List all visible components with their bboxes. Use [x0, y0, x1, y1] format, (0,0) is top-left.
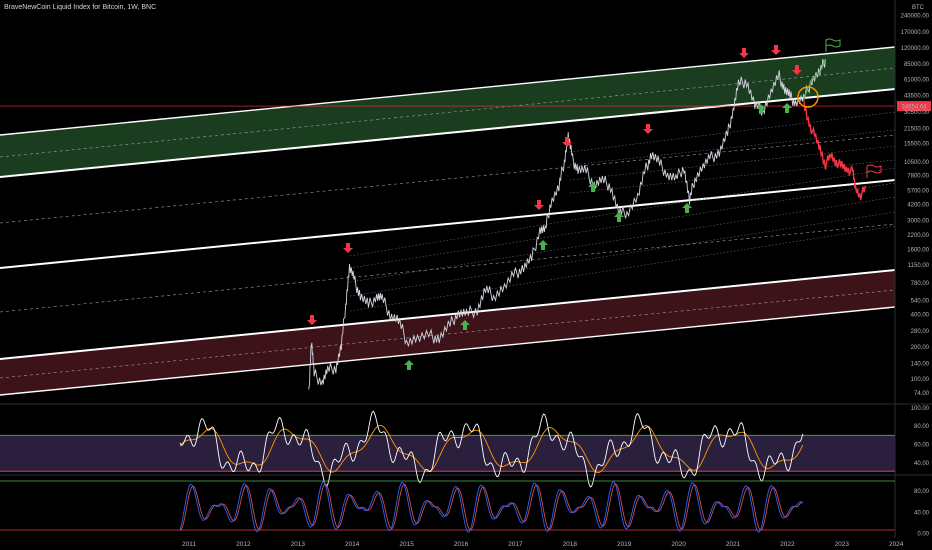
oscillator-2-tick: 0.00 [917, 531, 929, 537]
y-tick-label: 61000.00 [904, 78, 930, 84]
price-series [308, 58, 826, 390]
y-tick-label: 280.00 [911, 329, 930, 335]
oscillator-2-tick: 80.00 [914, 489, 930, 495]
y-tick-label: 7800.00 [907, 174, 929, 180]
y-tick-label: 200.00 [911, 345, 930, 351]
fan-line [349, 196, 896, 283]
up-arrow-icon [614, 212, 624, 222]
x-tick-label: 2013 [291, 541, 306, 548]
oscillator-1-tick: 80.00 [914, 424, 930, 430]
y-tick-label: 1600.00 [907, 248, 929, 254]
down-arrow-icon [771, 45, 781, 55]
down-arrow-icon [307, 315, 317, 325]
oscillator-2-k-line [179, 481, 804, 533]
fan-line [569, 159, 896, 194]
breakdown-circle [797, 86, 819, 108]
x-tick-label: 2012 [236, 541, 251, 548]
x-tick-label: 2014 [345, 541, 360, 548]
y-tick-label: 85000.00 [904, 62, 930, 68]
projection-series [803, 98, 866, 201]
channel-line-solid [0, 179, 896, 269]
y-tick-label: 540.00 [911, 298, 930, 304]
y-tick-label: 100.00 [911, 377, 930, 383]
fan-line [349, 211, 896, 297]
x-tick-label: 2021 [726, 541, 741, 548]
y-tick-label: 4200.00 [907, 203, 929, 209]
oscillator-1-tick: 40.00 [914, 461, 930, 467]
channel-line-solid [0, 46, 896, 136]
upper-band [0, 47, 895, 177]
oscillator-1-tick: 100.00 [911, 406, 930, 412]
x-tick-label: 2016 [454, 541, 469, 548]
y-tick-label: 15500.00 [904, 142, 930, 148]
x-tick-label: 2018 [563, 541, 578, 548]
y-tick-label: 140.00 [911, 361, 930, 367]
up-arrow-icon [756, 104, 766, 114]
x-tick-label: 2015 [399, 541, 414, 548]
chart-title: BraveNewCoin Liquid Index for Bitcoin, 1… [4, 4, 157, 11]
y-tick-label: 2200.00 [907, 233, 929, 239]
x-tick-label: 2022 [780, 541, 795, 548]
down-arrow-icon [739, 48, 749, 58]
x-tick-label: 2023 [835, 541, 850, 548]
currency-label: BTC [912, 5, 925, 11]
fan-line [349, 167, 896, 257]
y-tick-label: 400.00 [911, 312, 930, 318]
x-tick-label: 2024 [889, 541, 904, 548]
y-tick-label: 74.00 [914, 391, 930, 397]
y-tick-label: 240000.00 [901, 14, 930, 20]
up-arrow-icon [538, 240, 548, 250]
x-tick-label: 2020 [671, 541, 686, 548]
down-arrow-icon [534, 200, 544, 210]
y-tick-label: 10500.00 [904, 160, 930, 166]
current-price-label: 34654.64 [901, 105, 927, 111]
y-tick-label: 43500.00 [904, 93, 930, 99]
target-flag-icon [866, 164, 882, 178]
channel-line-solid [0, 88, 896, 178]
x-tick-label: 2019 [617, 541, 632, 548]
up-arrow-icon [782, 103, 792, 113]
down-arrow-icon [562, 137, 572, 147]
x-tick-label: 2017 [508, 541, 523, 548]
fan-line [569, 145, 896, 181]
y-tick-label: 170000.00 [901, 30, 930, 36]
up-arrow-icon [588, 182, 598, 192]
down-arrow-icon [792, 65, 802, 75]
y-tick-label: 3000.00 [907, 218, 929, 224]
channel-line-solid [0, 306, 896, 396]
up-arrow-icon [460, 320, 470, 330]
y-tick-label: 120000.00 [901, 46, 930, 52]
channel-line-solid [0, 269, 896, 360]
oscillator-2-d-line [179, 483, 803, 531]
fan-line [569, 129, 896, 166]
rally-series [803, 58, 827, 100]
fan-line [349, 225, 896, 312]
y-tick-label: 1150.00 [908, 263, 930, 269]
oscillator-2-tick: 40.00 [914, 510, 930, 516]
down-arrow-icon [343, 243, 353, 253]
fan-line [349, 182, 896, 269]
y-tick-label: 780.00 [911, 281, 930, 287]
target-flag-icon [825, 38, 841, 52]
lower-band [0, 270, 895, 395]
down-arrow-icon [643, 124, 653, 134]
y-tick-label: 30500.00 [904, 110, 930, 116]
x-tick-label: 2011 [182, 541, 196, 548]
oscillator-1-line [179, 410, 804, 488]
up-arrow-icon [404, 360, 414, 370]
y-tick-label: 21500.00 [904, 126, 930, 132]
current-price-tag [897, 101, 931, 112]
oscillator-1-tick: 60.00 [914, 443, 930, 449]
up-arrow-icon [682, 203, 692, 213]
y-tick-label: 5700.00 [907, 188, 929, 194]
